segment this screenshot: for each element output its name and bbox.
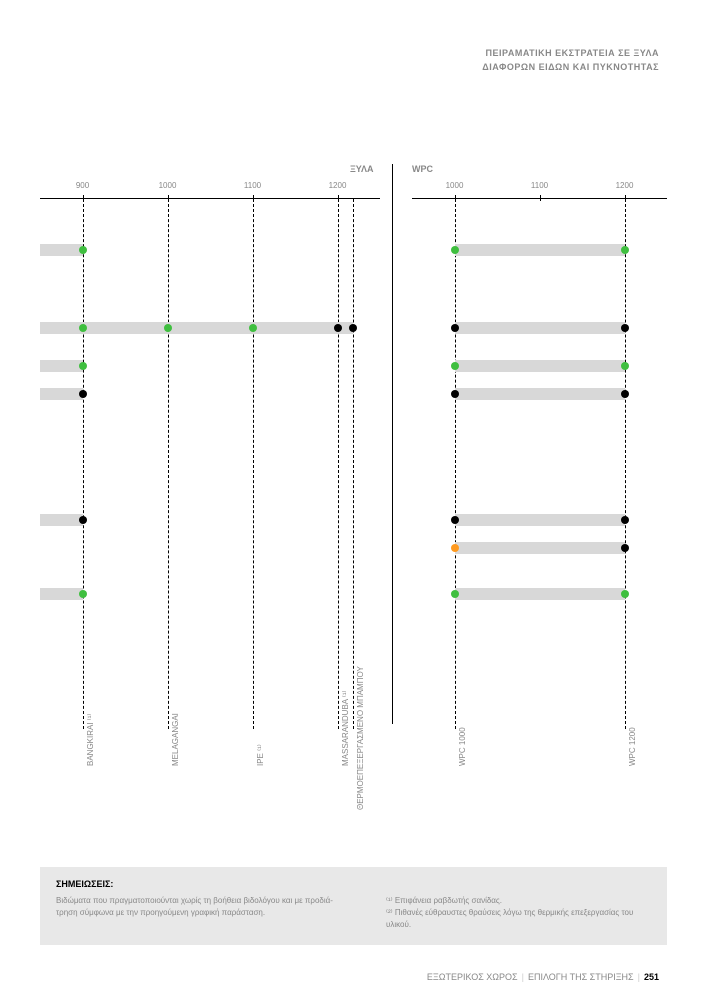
- footer-page: 251: [644, 972, 659, 982]
- marker: [349, 324, 357, 332]
- vertical-guideline: [168, 199, 169, 729]
- wood-type-label: ΘΕΡΜΟΕΠΕΞΕΡΓΑΣΜΕΝΟ ΜΠΑΜΠΟΥ: [356, 666, 365, 810]
- vertical-guideline: [253, 199, 254, 729]
- marker: [451, 390, 459, 398]
- vertical-guideline: [83, 199, 84, 729]
- marker: [451, 324, 459, 332]
- wood-type-label: MELAGANGAI: [171, 713, 180, 766]
- marker: [334, 324, 342, 332]
- marker: [79, 362, 87, 370]
- marker: [249, 324, 257, 332]
- marker: [621, 544, 629, 552]
- tick-mark: [540, 195, 541, 201]
- footer-sep-2: |: [638, 972, 640, 982]
- notes-right: ⁽¹⁾ Επιφάνεια ραβδωτής σανίδας. ⁽²⁾ Πιθα…: [386, 895, 651, 931]
- wood-type-label: BANGKIRAI ⁽¹⁾: [86, 714, 95, 766]
- axis-tick-label: 1000: [446, 181, 464, 190]
- header-line-2: ΔΙΑΦΟΡΩΝ ΕΙΔΩΝ ΚΑΙ ΠΥΚΝΟΤΗΤΑΣ: [482, 61, 659, 75]
- footer-sep-1: |: [522, 972, 524, 982]
- notes-right-1: ⁽¹⁾ Επιφάνεια ραβδωτής σανίδας.: [386, 895, 651, 907]
- data-bar: [40, 322, 353, 334]
- marker: [451, 516, 459, 524]
- axis-tick-label: 1200: [329, 181, 347, 190]
- marker: [164, 324, 172, 332]
- wood-type-label: MASSARANDUBA ⁽¹⁾: [341, 691, 350, 767]
- marker: [621, 362, 629, 370]
- wood-type-label: WPC 1000: [458, 727, 467, 766]
- marker: [621, 246, 629, 254]
- marker: [79, 246, 87, 254]
- footer-part1: ΕΞΩΤΕΡΙΚΟΣ ΧΩΡΟΣ: [427, 972, 518, 982]
- marker: [621, 324, 629, 332]
- axis-line-right: [412, 198, 667, 199]
- data-bar: [40, 244, 83, 256]
- axis-tick-label: 1000: [159, 181, 177, 190]
- wood-type-label: WPC 1200: [628, 727, 637, 766]
- data-bar: [40, 388, 83, 400]
- vertical-guideline: [353, 199, 354, 729]
- axis-line-left: [40, 198, 380, 199]
- marker: [79, 390, 87, 398]
- axis-tick-label: 1100: [531, 181, 548, 190]
- notes-right-2: ⁽²⁾ Πιθανές εύθραυστες θραύσεις λόγω της…: [386, 907, 651, 931]
- density-chart: ΞΥΛΑ WPC 900100011001200100011001200BANG…: [40, 170, 667, 810]
- marker: [621, 516, 629, 524]
- data-bar: [40, 588, 83, 600]
- header-line-1: ΠΕΙΡΑΜΑΤΙΚΗ ΕΚΣΤΡΑΤΕΙΑ ΣΕ ΞΥΛΑ: [482, 47, 659, 61]
- axis-tick-label: 900: [76, 181, 89, 190]
- axis-tick-label: 1100: [244, 181, 261, 190]
- marker: [621, 590, 629, 598]
- marker: [79, 590, 87, 598]
- vertical-guideline: [338, 199, 339, 729]
- data-bar: [455, 322, 625, 334]
- data-bar: [455, 360, 625, 372]
- notes-left: Βιδώματα που πραγματοποιούνται χωρίς τη …: [56, 895, 346, 931]
- notes-box: ΣΗΜΕΙΩΣΕΙΣ: Βιδώματα που πραγματοποιούντ…: [40, 867, 667, 945]
- vertical-guideline: [625, 199, 626, 729]
- data-bar: [455, 388, 625, 400]
- wood-type-label: IPE ⁽¹⁾: [256, 744, 265, 766]
- vertical-guideline: [455, 199, 456, 729]
- footer-part2: ΕΠΙΛΟΓΗ ΤΗΣ ΣΤΗΡΙΞΗΣ: [528, 972, 634, 982]
- marker: [621, 390, 629, 398]
- axis-tick-label: 1200: [616, 181, 634, 190]
- page-header: ΠΕΙΡΑΜΑΤΙΚΗ ΕΚΣΤΡΑΤΕΙΑ ΣΕ ΞΥΛΑ ΔΙΑΦΟΡΩΝ …: [482, 47, 659, 74]
- data-bar: [455, 244, 625, 256]
- page-footer: ΕΞΩΤΕΡΙΚΟΣ ΧΩΡΟΣ | ΕΠΙΛΟΓΗ ΤΗΣ ΣΤΗΡΙΞΗΣ | 25…: [427, 972, 659, 982]
- marker: [79, 324, 87, 332]
- data-bar: [40, 360, 83, 372]
- marker: [451, 362, 459, 370]
- section-label-wood: ΞΥΛΑ: [350, 164, 373, 174]
- marker: [451, 544, 459, 552]
- data-bar: [40, 514, 83, 526]
- section-divider: [392, 164, 393, 724]
- section-label-wpc: WPC: [412, 164, 433, 174]
- notes-title: ΣΗΜΕΙΩΣΕΙΣ:: [56, 879, 651, 889]
- data-bar: [455, 588, 625, 600]
- marker: [79, 516, 87, 524]
- marker: [451, 246, 459, 254]
- data-bar: [455, 514, 625, 526]
- marker: [451, 590, 459, 598]
- data-bar: [455, 542, 625, 554]
